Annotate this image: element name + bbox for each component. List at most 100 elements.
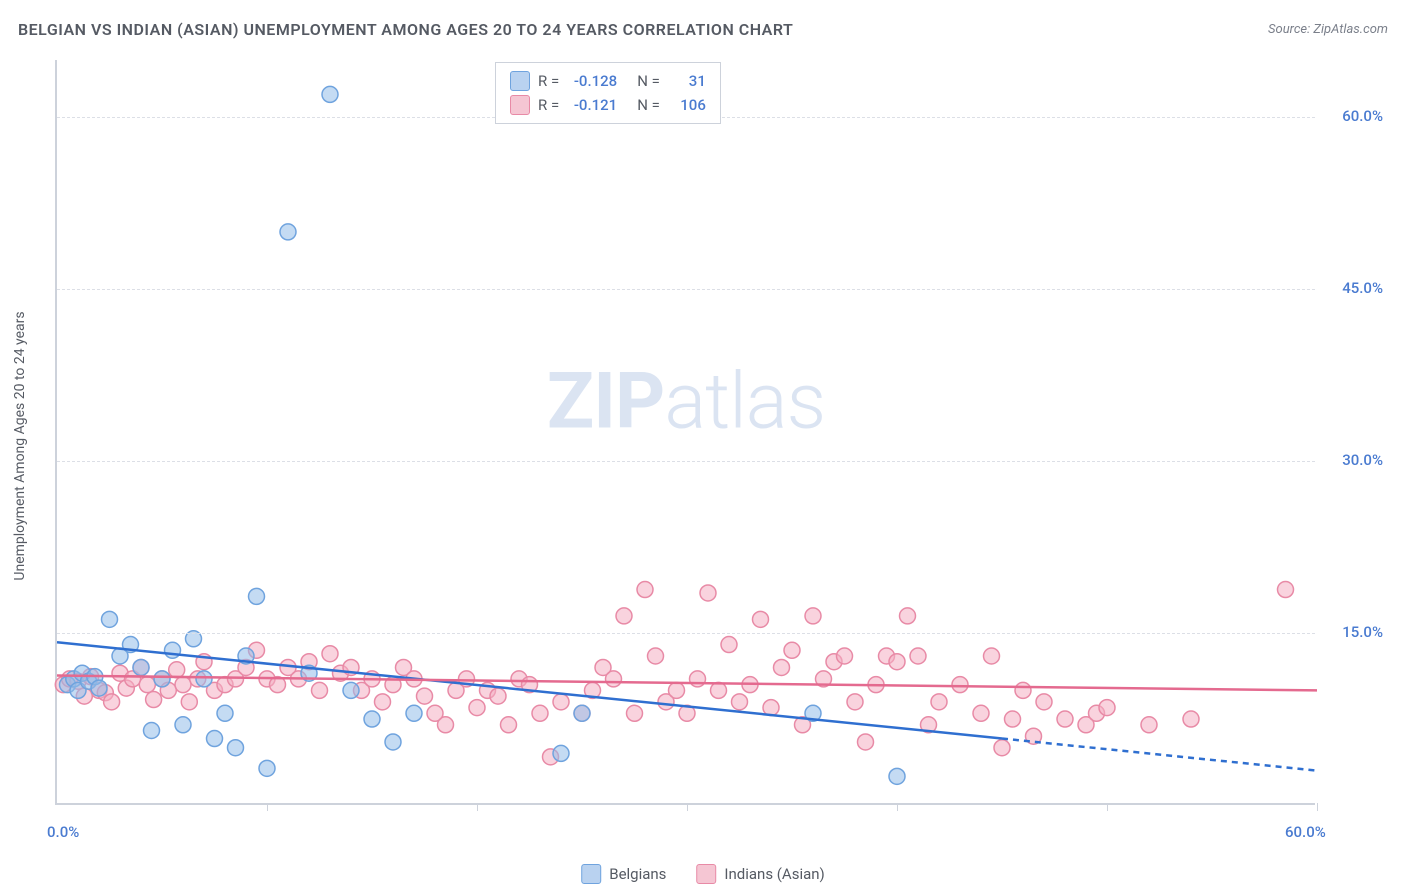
data-point: [606, 671, 622, 687]
data-point: [700, 585, 716, 601]
data-point: [133, 659, 149, 675]
data-point: [690, 671, 706, 687]
y-tick-label: 30.0%: [1342, 451, 1383, 469]
data-point: [648, 648, 664, 664]
data-point: [910, 648, 926, 664]
n-value: 106: [668, 96, 706, 114]
data-point: [984, 648, 1000, 664]
data-point: [826, 654, 842, 670]
data-point: [396, 659, 412, 675]
data-point: [553, 745, 569, 761]
data-point: [1015, 682, 1031, 698]
data-point: [154, 671, 170, 687]
data-point: [83, 669, 99, 685]
data-point: [238, 648, 254, 664]
gridline: [57, 289, 1315, 290]
x-min-label: 0.0%: [47, 823, 79, 841]
data-point: [921, 717, 937, 733]
data-point: [238, 659, 254, 675]
data-point: [259, 760, 275, 776]
data-point: [354, 682, 370, 698]
legend-item: Belgians: [581, 864, 666, 884]
trend-line: [57, 642, 1002, 738]
data-point: [217, 677, 233, 693]
data-point: [406, 705, 422, 721]
data-point: [543, 749, 559, 765]
data-point: [249, 642, 265, 658]
data-point: [732, 694, 748, 710]
data-point: [417, 688, 433, 704]
data-point: [118, 680, 134, 696]
y-tick-label: 60.0%: [1342, 107, 1383, 125]
chart-svg: [57, 60, 1317, 805]
data-point: [868, 677, 884, 693]
data-point: [91, 680, 107, 696]
data-point: [637, 582, 653, 598]
data-point: [774, 659, 790, 675]
chart-title: BELGIAN VS INDIAN (ASIAN) UNEMPLOYMENT A…: [18, 20, 793, 39]
data-point: [900, 608, 916, 624]
y-tick-label: 45.0%: [1342, 279, 1383, 297]
data-point: [76, 688, 92, 704]
data-point: [1078, 717, 1094, 733]
data-point: [181, 694, 197, 710]
data-point: [816, 671, 832, 687]
legend-label: Belgians: [609, 865, 666, 883]
data-point: [139, 677, 155, 693]
stats-legend-row: R =-0.128N =31: [510, 69, 706, 93]
data-point: [616, 608, 632, 624]
data-point: [280, 224, 296, 240]
data-point: [190, 671, 206, 687]
data-point: [858, 734, 874, 750]
x-tick-mark: [1317, 803, 1318, 811]
stats-legend-row: R =-0.121N =106: [510, 93, 706, 117]
data-point: [406, 671, 422, 687]
data-point: [711, 682, 727, 698]
data-point: [1141, 717, 1157, 733]
data-point: [66, 671, 82, 687]
trend-line: [57, 675, 1317, 690]
data-point: [889, 654, 905, 670]
data-point: [81, 673, 97, 689]
data-point: [952, 677, 968, 693]
legend-swatch: [510, 95, 530, 115]
data-point: [196, 654, 212, 670]
legend-swatch: [510, 71, 530, 91]
x-max-label: 60.0%: [1285, 823, 1326, 841]
data-point: [207, 731, 223, 747]
data-point: [837, 648, 853, 664]
data-point: [669, 682, 685, 698]
data-point: [1183, 711, 1199, 727]
data-point: [490, 688, 506, 704]
data-point: [879, 648, 895, 664]
data-point: [343, 659, 359, 675]
gridline: [57, 633, 1315, 634]
scatter-plot: ZIPatlas 15.0%30.0%45.0%60.0%: [55, 60, 1315, 805]
data-point: [259, 671, 275, 687]
data-point: [385, 734, 401, 750]
data-point: [312, 682, 328, 698]
data-point: [1057, 711, 1073, 727]
data-point: [994, 740, 1010, 756]
data-point: [207, 682, 223, 698]
data-point: [658, 694, 674, 710]
data-point: [97, 685, 113, 701]
legend-swatch: [696, 864, 716, 884]
data-point: [784, 642, 800, 658]
data-point: [553, 694, 569, 710]
legend-item: Indians (Asian): [696, 864, 824, 884]
data-point: [501, 717, 517, 733]
data-point: [70, 682, 86, 698]
data-point: [270, 677, 286, 693]
data-point: [973, 705, 989, 721]
data-point: [627, 705, 643, 721]
data-point: [146, 692, 162, 708]
n-label: N =: [637, 72, 660, 90]
data-point: [469, 700, 485, 716]
r-value: -0.121: [567, 96, 617, 114]
legend-swatch: [581, 864, 601, 884]
data-point: [1099, 700, 1115, 716]
x-tick-mark: [477, 803, 478, 811]
data-point: [165, 642, 181, 658]
source-label: Source: ZipAtlas.com: [1268, 22, 1388, 37]
